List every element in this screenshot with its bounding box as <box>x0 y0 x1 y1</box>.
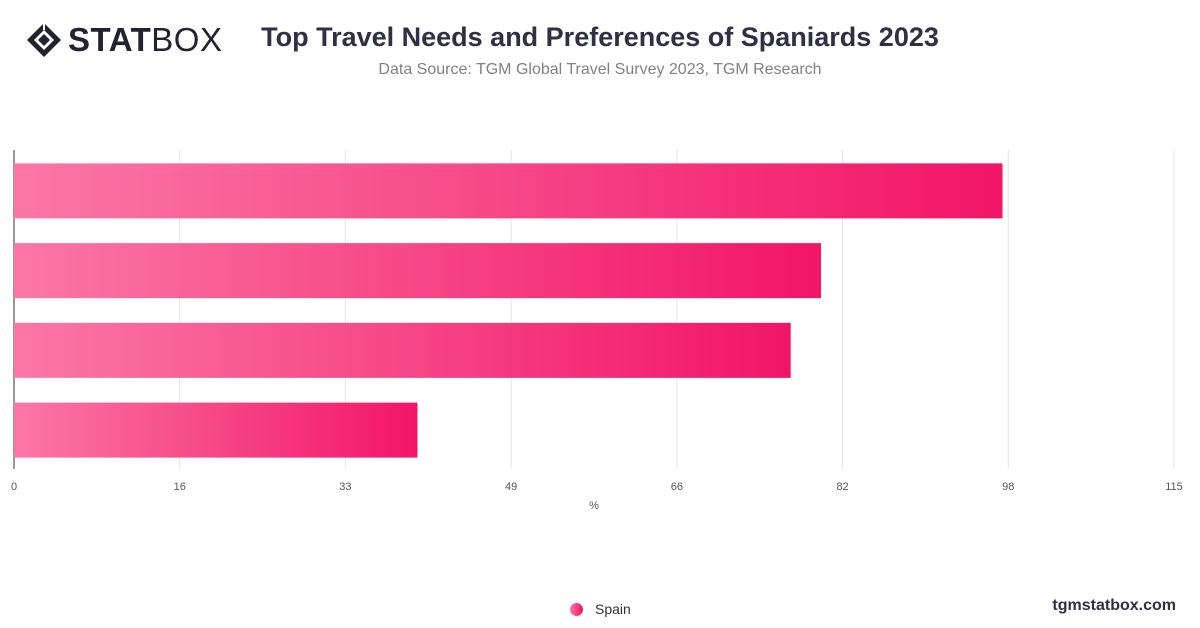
chart-legend[interactable]: Spain <box>570 601 631 617</box>
x-tick-label: 49 <box>505 481 517 493</box>
logo-wordmark: STATBOX <box>68 22 222 58</box>
x-tick-label: 98 <box>1002 481 1014 493</box>
bar <box>14 322 791 378</box>
logo-light-text: BOX <box>151 21 223 58</box>
footer-site-link[interactable]: tgmstatbox.com <box>1052 597 1176 614</box>
x-tick-label: 82 <box>836 481 848 493</box>
x-tick-label: 115 <box>1165 481 1183 493</box>
bar <box>14 402 418 458</box>
legend-label-spain: Spain <box>595 601 631 617</box>
x-axis-label: % <box>589 500 599 512</box>
x-tick-label: 0 <box>11 481 17 493</box>
chart-title: Top Travel Needs and Preferences of Span… <box>261 22 939 52</box>
statbox-logo[interactable]: STATBOX <box>26 22 222 58</box>
bar <box>14 163 1003 219</box>
logo-bold-text: STAT <box>68 21 152 58</box>
x-tick-label: 66 <box>671 481 683 493</box>
diamond-logo-icon <box>27 23 61 57</box>
bar-chart: 0 16 33 49 66 82 98 115% <box>11 150 1183 512</box>
x-tick-label: 33 <box>339 481 351 493</box>
x-tick-label: 16 <box>174 481 186 493</box>
legend-swatch-spain <box>570 602 583 616</box>
bar <box>14 243 821 299</box>
chart-subtitle: Data Source: TGM Global Travel Survey 20… <box>378 61 822 78</box>
